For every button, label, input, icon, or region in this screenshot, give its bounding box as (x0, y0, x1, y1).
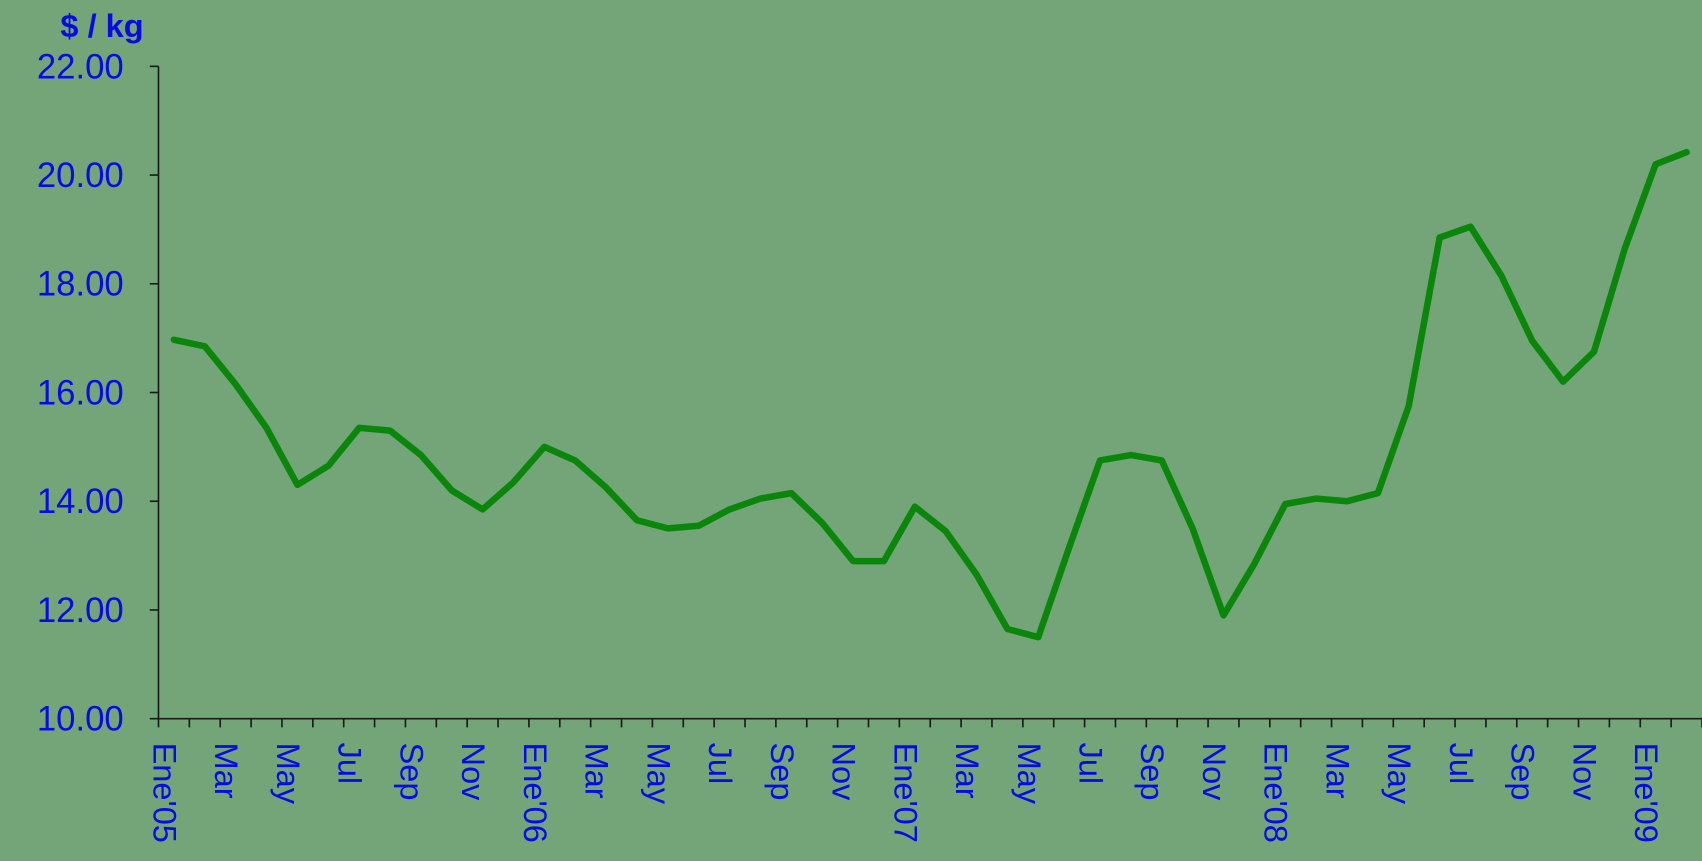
y-tick-label: 20.00 (37, 157, 124, 195)
x-tick-label: Jul (332, 743, 368, 785)
x-tick-label: Ene'09 (1628, 743, 1664, 843)
price-line (170, 148, 1690, 641)
x-tick-label: Sep (764, 743, 800, 801)
y-tick-label: 18.00 (37, 266, 124, 304)
x-tick-label: Mar (949, 743, 985, 799)
x-tick-label: Ene'08 (1258, 743, 1294, 843)
y-tick-label: 14.00 (37, 483, 124, 521)
x-tick-label: Nov (826, 743, 862, 802)
x-tick-label: Sep (1134, 743, 1170, 801)
x-tick-label: Nov (1196, 743, 1232, 802)
x-tick-label: Jul (1443, 743, 1479, 785)
x-tick-label: May (1381, 743, 1417, 805)
y-tick-label: 22.00 (37, 48, 124, 86)
x-tick-label: Ene'06 (517, 743, 553, 843)
x-tick-label: Jul (702, 743, 738, 785)
y-tick-label: 16.00 (37, 374, 124, 412)
x-tick-label: Mar (579, 743, 615, 799)
y-tick-label: 12.00 (37, 592, 124, 630)
x-tick-label: Ene'05 (146, 743, 182, 843)
y-tick-label: 10.00 (37, 701, 124, 739)
x-tick-label: Sep (393, 743, 429, 801)
x-tick-label: Sep (1505, 743, 1541, 801)
x-tick-label: Mar (1319, 743, 1355, 799)
x-tick-label: May (1011, 743, 1047, 805)
x-tick-label: Ene'07 (887, 743, 923, 843)
x-tick-label: Nov (455, 743, 491, 802)
x-tick-label: Jul (1072, 743, 1108, 785)
x-tick-label: May (270, 743, 306, 805)
x-tick-label: May (640, 743, 676, 805)
y-axis-label: $ / kg (60, 8, 143, 44)
x-tick-label: Nov (1566, 743, 1602, 802)
x-tick-label: Mar (208, 743, 244, 799)
